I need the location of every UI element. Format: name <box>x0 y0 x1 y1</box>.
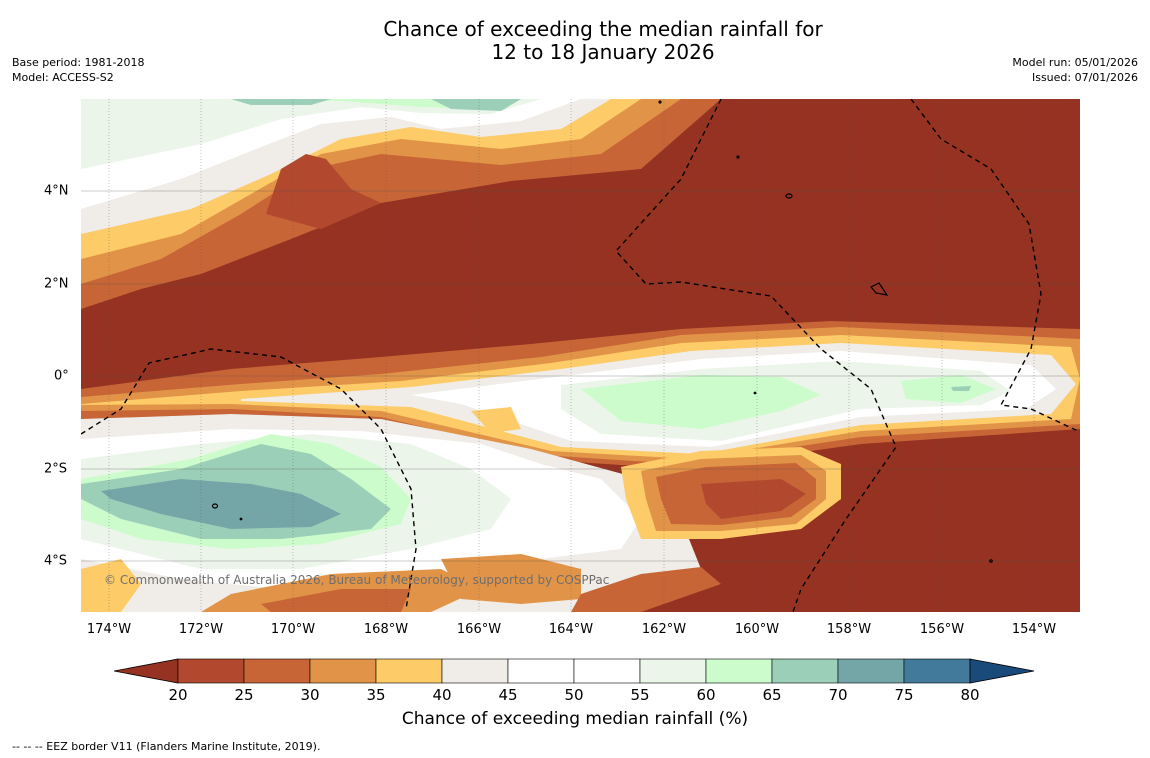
cbar-tick-40: 40 <box>432 686 452 704</box>
colorbar-svg <box>113 658 1035 684</box>
title-line-1: Chance of exceeding the median rainfall … <box>383 17 823 41</box>
map-canvas <box>81 99 1080 612</box>
colorbar-segment <box>309 658 377 684</box>
colorbar-segment <box>507 658 575 684</box>
cbar-tick-30: 30 <box>300 686 320 704</box>
colorbar <box>113 658 1036 684</box>
x-tick-170w: 170°W <box>270 622 316 637</box>
cbar-tick-55: 55 <box>630 686 650 704</box>
issued-date: Issued: 07/01/2026 <box>1031 71 1138 84</box>
colorbar-segment <box>177 658 245 684</box>
colorbar-segment <box>837 658 905 684</box>
cbar-tick-25: 25 <box>234 686 254 704</box>
y-tick-4n: 4°N <box>44 183 69 199</box>
colorbar-title: Chance of exceeding median rainfall (%) <box>401 709 749 729</box>
eez-border <box>81 99 1080 612</box>
meta-right: Model run: 05/01/2026 Issued: 07/01/2026 <box>1012 55 1138 85</box>
rainfall-map <box>81 99 1080 612</box>
x-tick-158w: 158°W <box>826 622 872 637</box>
y-tick-2n: 2°N <box>44 276 69 292</box>
cbar-tick-35: 35 <box>366 686 386 704</box>
x-tick-174w: 174°W <box>86 622 132 637</box>
cbar-tick-70: 70 <box>828 686 848 704</box>
title-line-2: 12 to 18 January 2026 <box>491 40 715 64</box>
x-tick-154w: 154°W <box>1011 622 1057 637</box>
y-tick-0: 0° <box>54 368 69 384</box>
x-tick-168w: 168°W <box>363 622 409 637</box>
x-tick-156w: 156°W <box>919 622 965 637</box>
colorbar-segment <box>375 658 443 684</box>
cbar-tick-60: 60 <box>696 686 716 704</box>
base-period: Base period: 1981-2018 <box>12 56 145 69</box>
x-tick-172w: 172°W <box>178 622 224 637</box>
colorbar-extend-high <box>969 658 1035 684</box>
cbar-tick-45: 45 <box>498 686 518 704</box>
colorbar-segment <box>441 658 509 684</box>
x-tick-160w: 160°W <box>734 622 780 637</box>
meta-left: Base period: 1981-2018 Model: ACCESS-S2 <box>12 55 144 85</box>
eez-footnote: -- -- -- EEZ border V11 (Flanders Marine… <box>12 740 321 753</box>
colorbar-segment <box>903 658 971 684</box>
y-tick-2s: 2°S <box>44 461 68 477</box>
model-name: Model: ACCESS-S2 <box>12 71 114 84</box>
colorbar-segment <box>705 658 773 684</box>
copyright-notice: © Commonwealth of Australia 2026, Bureau… <box>104 573 610 587</box>
islands <box>211 100 993 563</box>
colorbar-extend-low <box>113 658 179 684</box>
colorbar-segment <box>771 658 839 684</box>
x-tick-162w: 162°W <box>641 622 687 637</box>
map-gridlines <box>81 99 1080 612</box>
colorbar-segment <box>639 658 707 684</box>
cbar-tick-75: 75 <box>894 686 914 704</box>
colorbar-segment <box>243 658 311 684</box>
x-tick-166w: 166°W <box>456 622 502 637</box>
model-run: Model run: 05/01/2026 <box>1012 56 1138 69</box>
cbar-tick-65: 65 <box>762 686 782 704</box>
cbar-tick-80: 80 <box>960 686 980 704</box>
x-tick-164w: 164°W <box>548 622 594 637</box>
chart-title: Chance of exceeding the median rainfall … <box>0 18 1150 64</box>
cbar-tick-50: 50 <box>564 686 584 704</box>
cbar-tick-20: 20 <box>168 686 188 704</box>
y-tick-4s: 4°S <box>44 553 68 569</box>
colorbar-segment <box>573 658 641 684</box>
